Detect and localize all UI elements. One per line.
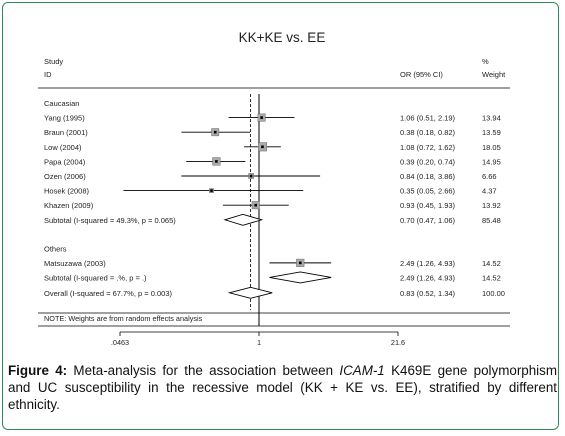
study-label: Hosek (2008) bbox=[44, 187, 90, 196]
subtotal-weight-text: 85.48 bbox=[482, 216, 501, 225]
ci-text: 0.39 (0.20, 0.74) bbox=[400, 157, 456, 166]
header-weight-pct: % bbox=[482, 57, 489, 66]
subtotal-label: Subtotal (I-squared = 49.3%, p = 0.065) bbox=[44, 216, 176, 225]
forest-rows: Caucasian Yang (1995) 1.06 (0.51, 2.19) 13.… bbox=[44, 94, 505, 326]
x-tick-label: 1 bbox=[257, 338, 261, 347]
study-label: Low (2004) bbox=[44, 143, 82, 152]
group-label: Others bbox=[44, 244, 67, 253]
subtotal-diamond bbox=[269, 271, 332, 284]
study-label: Ozen (2006) bbox=[44, 172, 86, 181]
point-estimate bbox=[260, 116, 263, 119]
subtotal-diamond bbox=[223, 213, 264, 226]
weight-text: 14.95 bbox=[482, 157, 501, 166]
overall-label: Overall (I-squared = 67.7%, p = 0.003) bbox=[44, 289, 172, 298]
ci-text: 0.93 (0.45, 1.93) bbox=[400, 201, 456, 210]
study-label: Khazen (2009) bbox=[44, 201, 94, 210]
figure-caption: Figure 4: Meta-analysis for the associat… bbox=[8, 362, 557, 413]
forest-plot: KK+KE vs. EE Study ID OR (95% CI) % Weig… bbox=[38, 30, 510, 347]
ci-text: 1.08 (0.72, 1.62) bbox=[400, 143, 456, 152]
chart-title: KK+KE vs. EE bbox=[239, 30, 326, 45]
overall-diamond bbox=[227, 286, 273, 299]
point-estimate bbox=[213, 130, 217, 134]
caption-text-1: Meta-analysis for the association betwee… bbox=[67, 363, 340, 378]
caption-text-2: K469E gene polymorphism and UC susceptib… bbox=[8, 363, 557, 412]
group-label: Caucasian bbox=[44, 99, 79, 108]
point-estimate bbox=[210, 189, 213, 192]
weight-text: 13.59 bbox=[482, 128, 501, 137]
point-estimate bbox=[261, 145, 264, 149]
ci-text: 0.84 (0.18, 3.86) bbox=[400, 172, 456, 181]
point-estimate bbox=[298, 261, 302, 265]
ci-text: 2.49 (1.26, 4.93) bbox=[400, 259, 456, 268]
ci-text: 0.35 (0.05, 2.66) bbox=[400, 187, 456, 196]
study-label: Matsuzawa (2003) bbox=[44, 259, 106, 268]
point-estimate bbox=[215, 160, 218, 163]
subtotal-ci-text: 2.49 (1.26, 4.93) bbox=[400, 273, 456, 282]
x-axis: .0463 1 21.6 bbox=[111, 331, 405, 347]
ci-text: 1.06 (0.51, 2.19) bbox=[400, 114, 456, 123]
weights-note: NOTE: Weights are from random effects an… bbox=[44, 314, 203, 323]
subtotal-label: Subtotal (I-squared = .%, p = .) bbox=[44, 273, 147, 282]
weight-text: 4.37 bbox=[482, 187, 497, 196]
header-effect: OR (95% CI) bbox=[400, 70, 443, 79]
subtotal-ci-text: 0.70 (0.47, 1.06) bbox=[400, 216, 456, 225]
point-estimate bbox=[249, 174, 253, 178]
study-label: Braun (2001) bbox=[44, 128, 88, 137]
caption-label: Figure 4: bbox=[8, 363, 68, 378]
header-study: Study bbox=[44, 57, 63, 66]
caption-gene: ICAM-1 bbox=[339, 363, 385, 378]
overall-weight-text: 100.00 bbox=[482, 289, 505, 298]
ci-text: 0.38 (0.18, 0.82) bbox=[400, 128, 456, 137]
point-estimate bbox=[254, 203, 258, 207]
overall-ci-text: 0.83 (0.52, 1.34) bbox=[400, 289, 456, 298]
weight-text: 13.92 bbox=[482, 201, 501, 210]
study-label: Papa (2004) bbox=[44, 157, 86, 166]
x-tick-label: 21.6 bbox=[391, 338, 405, 347]
subtotal-weight-text: 14.52 bbox=[482, 273, 501, 282]
header-weight: Weight bbox=[482, 70, 506, 79]
weight-text: 14.52 bbox=[482, 259, 501, 268]
weight-text: 6.66 bbox=[482, 172, 497, 181]
header-id: ID bbox=[44, 70, 52, 79]
weight-text: 13.94 bbox=[482, 114, 501, 123]
study-label: Yang (1995) bbox=[44, 114, 85, 123]
figure-frame bbox=[2, 2, 559, 430]
x-tick-label: .0463 bbox=[111, 338, 129, 347]
weight-text: 18.05 bbox=[482, 143, 501, 152]
